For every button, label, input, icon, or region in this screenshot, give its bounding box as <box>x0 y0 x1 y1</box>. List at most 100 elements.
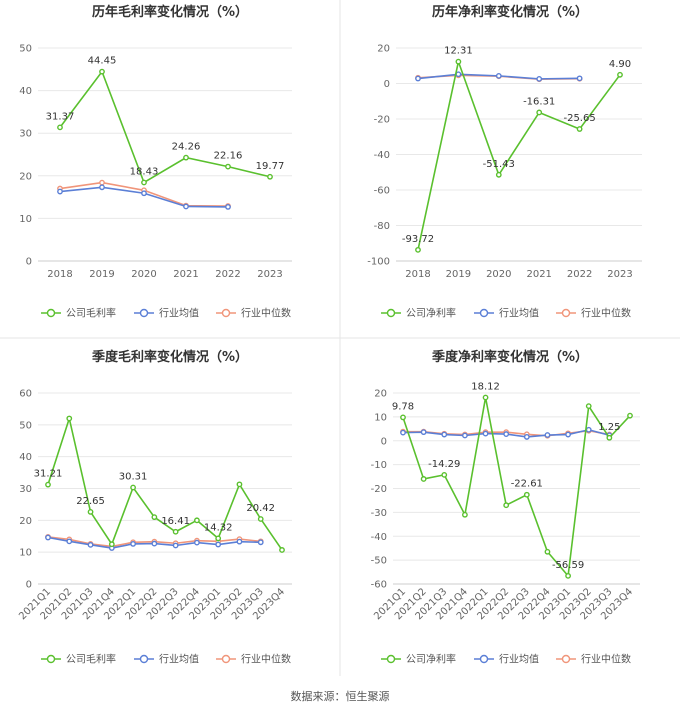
legend-item-1: 行业均值 <box>474 653 539 666</box>
chart-annual-gross: 历年毛利率变化情况（%） 0 10 20 30 40 50 2018 2019 2020 2021 2… <box>19 4 292 320</box>
data-label: 4.90 <box>609 59 631 70</box>
data-point <box>130 540 136 547</box>
legend-item-1: 行业均值 <box>134 653 199 666</box>
x-tick-label: 2021 <box>173 269 198 280</box>
chart-title: 历年毛利率变化情况（%） <box>92 4 248 20</box>
data-label: -56.59 <box>552 560 584 571</box>
data-label: 31.21 <box>34 469 63 480</box>
data-point <box>87 541 94 548</box>
legend-swatch-marker <box>221 654 231 664</box>
x-tick-label: 2022 <box>567 269 592 280</box>
data-point <box>482 430 489 437</box>
data-point <box>267 173 273 180</box>
data-label: -16.31 <box>523 96 555 107</box>
y-tick-label: -100 <box>367 257 390 268</box>
data-label: -22.61 <box>511 479 543 490</box>
y-tick-label: 10 <box>19 214 32 225</box>
data-point <box>151 514 158 521</box>
data-point <box>576 75 583 82</box>
data-point <box>606 434 613 441</box>
x-tick-label: 2019 <box>89 269 114 280</box>
legend-item-1: 行业均值 <box>134 307 199 320</box>
data-point <box>194 539 200 546</box>
series-line-0 <box>402 397 631 578</box>
data-point <box>576 126 583 132</box>
y-tick-label: -30 <box>371 508 387 519</box>
data-label: 9.78 <box>392 401 414 412</box>
legend-swatch-marker <box>386 654 396 664</box>
legend-swatch-marker <box>139 654 149 664</box>
data-label: 18.12 <box>471 381 500 392</box>
data-point <box>441 471 448 478</box>
data-point <box>215 535 222 542</box>
data-point <box>420 476 427 482</box>
data-point <box>183 154 189 161</box>
y-tick-label: -40 <box>371 532 387 543</box>
data-label: 20.42 <box>246 503 275 514</box>
data-point <box>225 203 231 210</box>
data-point <box>420 429 427 436</box>
data-point <box>66 538 73 545</box>
y-tick-label: 0 <box>381 436 387 447</box>
y-tick-label: 60 <box>19 389 32 400</box>
data-point <box>455 58 462 65</box>
x-tick-label: 2023 <box>607 269 632 280</box>
data-point <box>495 171 502 178</box>
y-tick-label: 10 <box>374 412 387 423</box>
legend-label: 行业中位数 <box>241 307 291 320</box>
data-label: -14.29 <box>428 459 460 470</box>
y-tick-label: -60 <box>371 580 387 591</box>
data-point <box>455 71 462 78</box>
chart-annual-net: 历年净利率变化情况（%） -100 -80 -60 -40 -20 0 20 2018 2019 2… <box>367 4 642 320</box>
data-point <box>257 539 264 546</box>
chart-quarterly-net: 季度净利率变化情况（%）-60-50-40-30-20-10010202021Q… <box>371 349 640 666</box>
data-point <box>57 188 63 195</box>
y-tick-label: 40 <box>19 452 32 463</box>
data-point <box>183 203 189 210</box>
x-tick-label: 2018 <box>405 269 430 280</box>
series-line-0 <box>59 70 271 184</box>
legend-item-1: 行业均值 <box>474 307 539 320</box>
data-point <box>151 540 158 547</box>
data-point <box>415 75 421 82</box>
data-point <box>585 426 592 433</box>
legend-label: 行业均值 <box>159 653 199 666</box>
y-tick-label: -20 <box>374 115 390 126</box>
legend-swatch-marker <box>221 308 231 318</box>
legend-swatch-marker <box>479 308 489 318</box>
data-point <box>441 431 448 438</box>
x-tick-label: 2018 <box>47 269 72 280</box>
data-point <box>279 547 285 553</box>
x-tick-label: 2021 <box>526 269 551 280</box>
legend-item-2: 行业中位数 <box>556 653 631 666</box>
data-point <box>87 508 94 515</box>
legend-swatch-marker <box>386 308 396 318</box>
data-point <box>99 68 105 75</box>
y-tick-label: 0 <box>384 79 390 90</box>
data-point <box>495 72 502 79</box>
data-point <box>482 394 489 401</box>
chart-quarterly-gross: 季度毛利率变化情况（%）01020304050602021Q12021Q2202… <box>17 349 292 666</box>
series-line-0 <box>417 58 621 251</box>
y-tick-label: 50 <box>19 420 32 431</box>
data-point <box>523 434 530 440</box>
data-point <box>236 481 243 488</box>
legend-swatch-marker <box>561 308 571 318</box>
x-tick-label: 2023 <box>257 269 282 280</box>
data-point <box>523 491 530 498</box>
y-tick-label: -50 <box>371 556 387 567</box>
data-point <box>462 511 468 518</box>
data-label: 1.25 <box>598 422 620 433</box>
legend-label: 行业均值 <box>499 307 539 320</box>
data-point <box>585 403 592 410</box>
data-point <box>565 431 571 438</box>
data-point <box>400 429 406 436</box>
legend-swatch-marker <box>46 308 56 318</box>
legend-swatch-marker <box>561 654 571 664</box>
y-tick-label: 10 <box>19 548 32 559</box>
y-tick-label: 0 <box>26 257 32 268</box>
legend-label: 行业均值 <box>499 653 539 666</box>
data-point <box>536 109 543 116</box>
data-point <box>544 548 551 555</box>
